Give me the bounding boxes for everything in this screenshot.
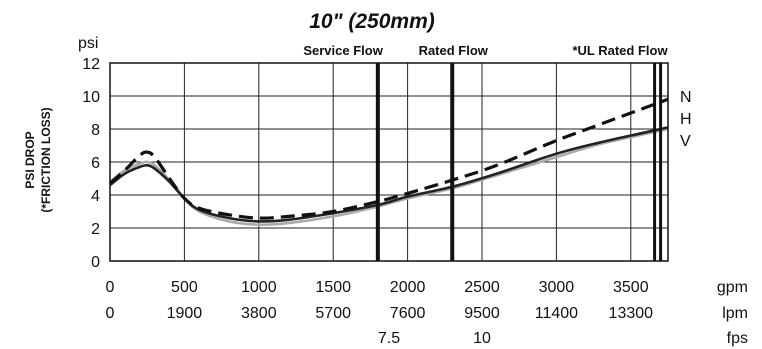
gpm-tick-label: 2000	[390, 279, 426, 296]
y-tick-label: 10	[82, 89, 100, 106]
fps-tick-label: 7.5	[378, 330, 400, 347]
lpm-unit-label: lpm	[722, 305, 748, 322]
series-line-v	[109, 127, 669, 227]
marker-label: Service Flow	[303, 43, 383, 58]
series-label-h: H	[680, 111, 692, 128]
series-line-h	[109, 126, 669, 223]
fps-unit-label: fps	[727, 330, 748, 347]
gpm-tick-label: 500	[171, 279, 198, 296]
plot-frame	[109, 62, 669, 262]
grid	[110, 63, 668, 261]
chart-title: 10" (250mm)	[309, 10, 435, 33]
series-layer	[108, 97, 669, 227]
marker-layer	[375, 63, 663, 261]
gpm-tick-label: 1000	[241, 279, 277, 296]
lpm-tick-label: 13300	[609, 305, 654, 322]
y-axis-label-line2: (*FRICTION LOSS)	[39, 107, 53, 212]
y-axis-label-line1: PSI DROP	[23, 131, 37, 188]
y-unit-label: psi	[78, 35, 98, 52]
marker-label: Rated Flow	[419, 43, 489, 58]
series-line-n	[108, 97, 669, 220]
gpm-tick-label: 3500	[613, 279, 649, 296]
y-tick-label: 2	[91, 221, 100, 238]
lpm-tick-label: 1900	[167, 305, 203, 322]
series-label-v: V	[680, 133, 691, 150]
lpm-tick-label: 7600	[390, 305, 426, 322]
lpm-tick-label: 0	[106, 305, 115, 322]
lpm-tick-label: 9500	[464, 305, 500, 322]
gpm-tick-label: 2500	[464, 279, 500, 296]
y-tick-label: 8	[91, 122, 100, 139]
lpm-tick-label: 11400	[535, 305, 578, 322]
y-tick-label: 12	[82, 56, 100, 73]
axis-labels: 0 2 4 6 8 10 12 0 500 1000 1500 2000 2500 3000 3500 gpm…	[82, 43, 748, 347]
fps-tick-label: 10	[473, 330, 491, 347]
lpm-tick-label: 5700	[315, 305, 351, 322]
lpm-tick-label: 3800	[241, 305, 277, 322]
gpm-tick-label: 1500	[315, 279, 351, 296]
gpm-unit-label: gpm	[717, 279, 748, 296]
y-tick-label: 0	[91, 254, 100, 271]
gpm-tick-label: 0	[106, 279, 115, 296]
y-tick-label: 4	[91, 188, 100, 205]
series-label-n: N	[680, 89, 692, 106]
gpm-tick-label: 3000	[539, 279, 575, 296]
y-tick-label: 6	[91, 155, 100, 172]
marker-label: *UL Rated Flow	[572, 43, 668, 58]
